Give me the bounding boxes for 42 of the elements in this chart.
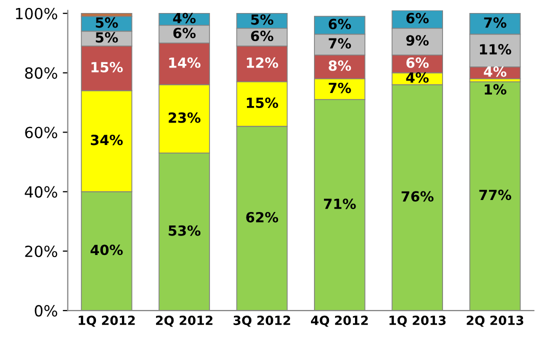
y-tick-label: 40% bbox=[24, 186, 58, 198]
data-label: 7% bbox=[328, 82, 351, 94]
data-label: 7% bbox=[484, 17, 506, 28]
data-label: 12% bbox=[246, 57, 278, 68]
data-label: 40% bbox=[90, 244, 123, 256]
data-label: 23% bbox=[168, 112, 200, 123]
data-label: 62% bbox=[246, 212, 278, 222]
data-label: 71% bbox=[324, 198, 356, 210]
y-tick-label: 20% bbox=[25, 246, 58, 258]
data-label: 6% bbox=[406, 57, 429, 68]
data-label: 6% bbox=[251, 30, 274, 42]
y-tick-label: 100% bbox=[16, 8, 58, 20]
data-label: 11% bbox=[480, 44, 512, 55]
x-tick-label: 1Q 2012 bbox=[78, 316, 135, 327]
data-label: 5% bbox=[96, 32, 118, 43]
data-label: 53% bbox=[168, 225, 200, 236]
data-label: 14% bbox=[169, 57, 200, 68]
x-tick-label: 3Q 2012 bbox=[234, 316, 290, 327]
data-label: 7% bbox=[328, 38, 351, 49]
x-tick-label: 4Q 2012 bbox=[310, 316, 368, 327]
data-label: 6% bbox=[406, 12, 429, 24]
data-label: 15% bbox=[246, 98, 278, 108]
data-label: 5% bbox=[96, 17, 118, 28]
data-label: 1% bbox=[484, 84, 506, 95]
data-label: 4% bbox=[406, 72, 429, 83]
data-label: 4% bbox=[173, 12, 196, 24]
data-label: 77% bbox=[479, 190, 512, 200]
y-tick-label: 80% bbox=[25, 67, 58, 79]
data-label: 15% bbox=[92, 62, 123, 72]
data-label: 34% bbox=[90, 134, 123, 146]
data-label: 4% bbox=[484, 66, 506, 77]
data-label: 5% bbox=[251, 14, 274, 25]
x-tick-label: 2Q 2013 bbox=[466, 316, 524, 327]
y-tick-label: 0% bbox=[34, 305, 58, 317]
data-label: 8% bbox=[328, 60, 351, 71]
x-tick-label: 2Q 2012 bbox=[156, 316, 212, 327]
data-label: 6% bbox=[328, 18, 351, 30]
data-label: 76% bbox=[402, 191, 434, 202]
y-tick-label: 60% bbox=[25, 126, 58, 138]
data-label: 6% bbox=[173, 28, 196, 38]
data-label: 9% bbox=[406, 35, 429, 46]
x-tick-label: 1Q 2013 bbox=[390, 316, 446, 327]
